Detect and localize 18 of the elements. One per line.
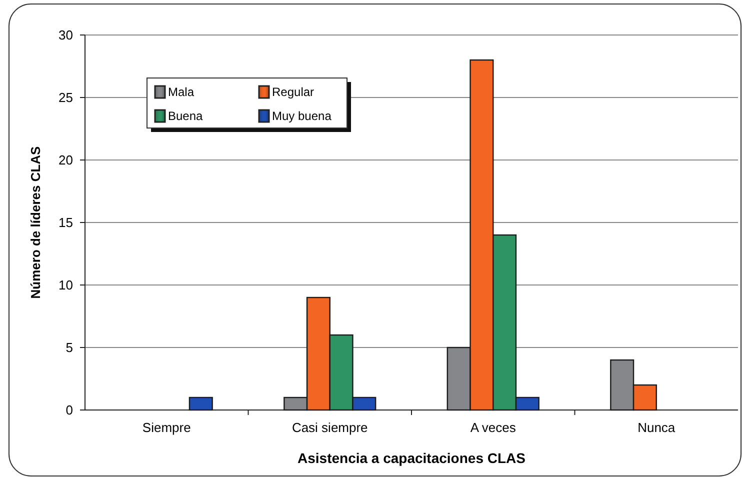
legend-label: Regular <box>272 85 314 100</box>
y-tick-label: 25 <box>58 90 73 106</box>
x-tick-label: Nunca <box>638 420 676 435</box>
y-tick-label: 0 <box>66 402 73 418</box>
bar <box>188 396 213 411</box>
y-tick-label: 20 <box>58 152 73 168</box>
x-axis-title: Asistencia a capacitaciones CLAS <box>298 450 526 466</box>
x-tick-label: A veces <box>470 420 516 435</box>
y-tick-label: 15 <box>58 215 73 230</box>
legend-label: Mala <box>168 85 194 100</box>
y-tick-label: 5 <box>66 340 73 356</box>
y-axis-title: Número de líderes CLAS <box>28 146 43 299</box>
y-tick-label: 30 <box>58 28 73 43</box>
y-tick-label: 10 <box>58 278 73 293</box>
x-tick-label: Casi siempre <box>292 420 368 435</box>
legend-label: Muy buena <box>272 109 332 124</box>
legend-label: Buena <box>168 109 204 124</box>
x-tick-label: Siempre <box>142 420 191 435</box>
